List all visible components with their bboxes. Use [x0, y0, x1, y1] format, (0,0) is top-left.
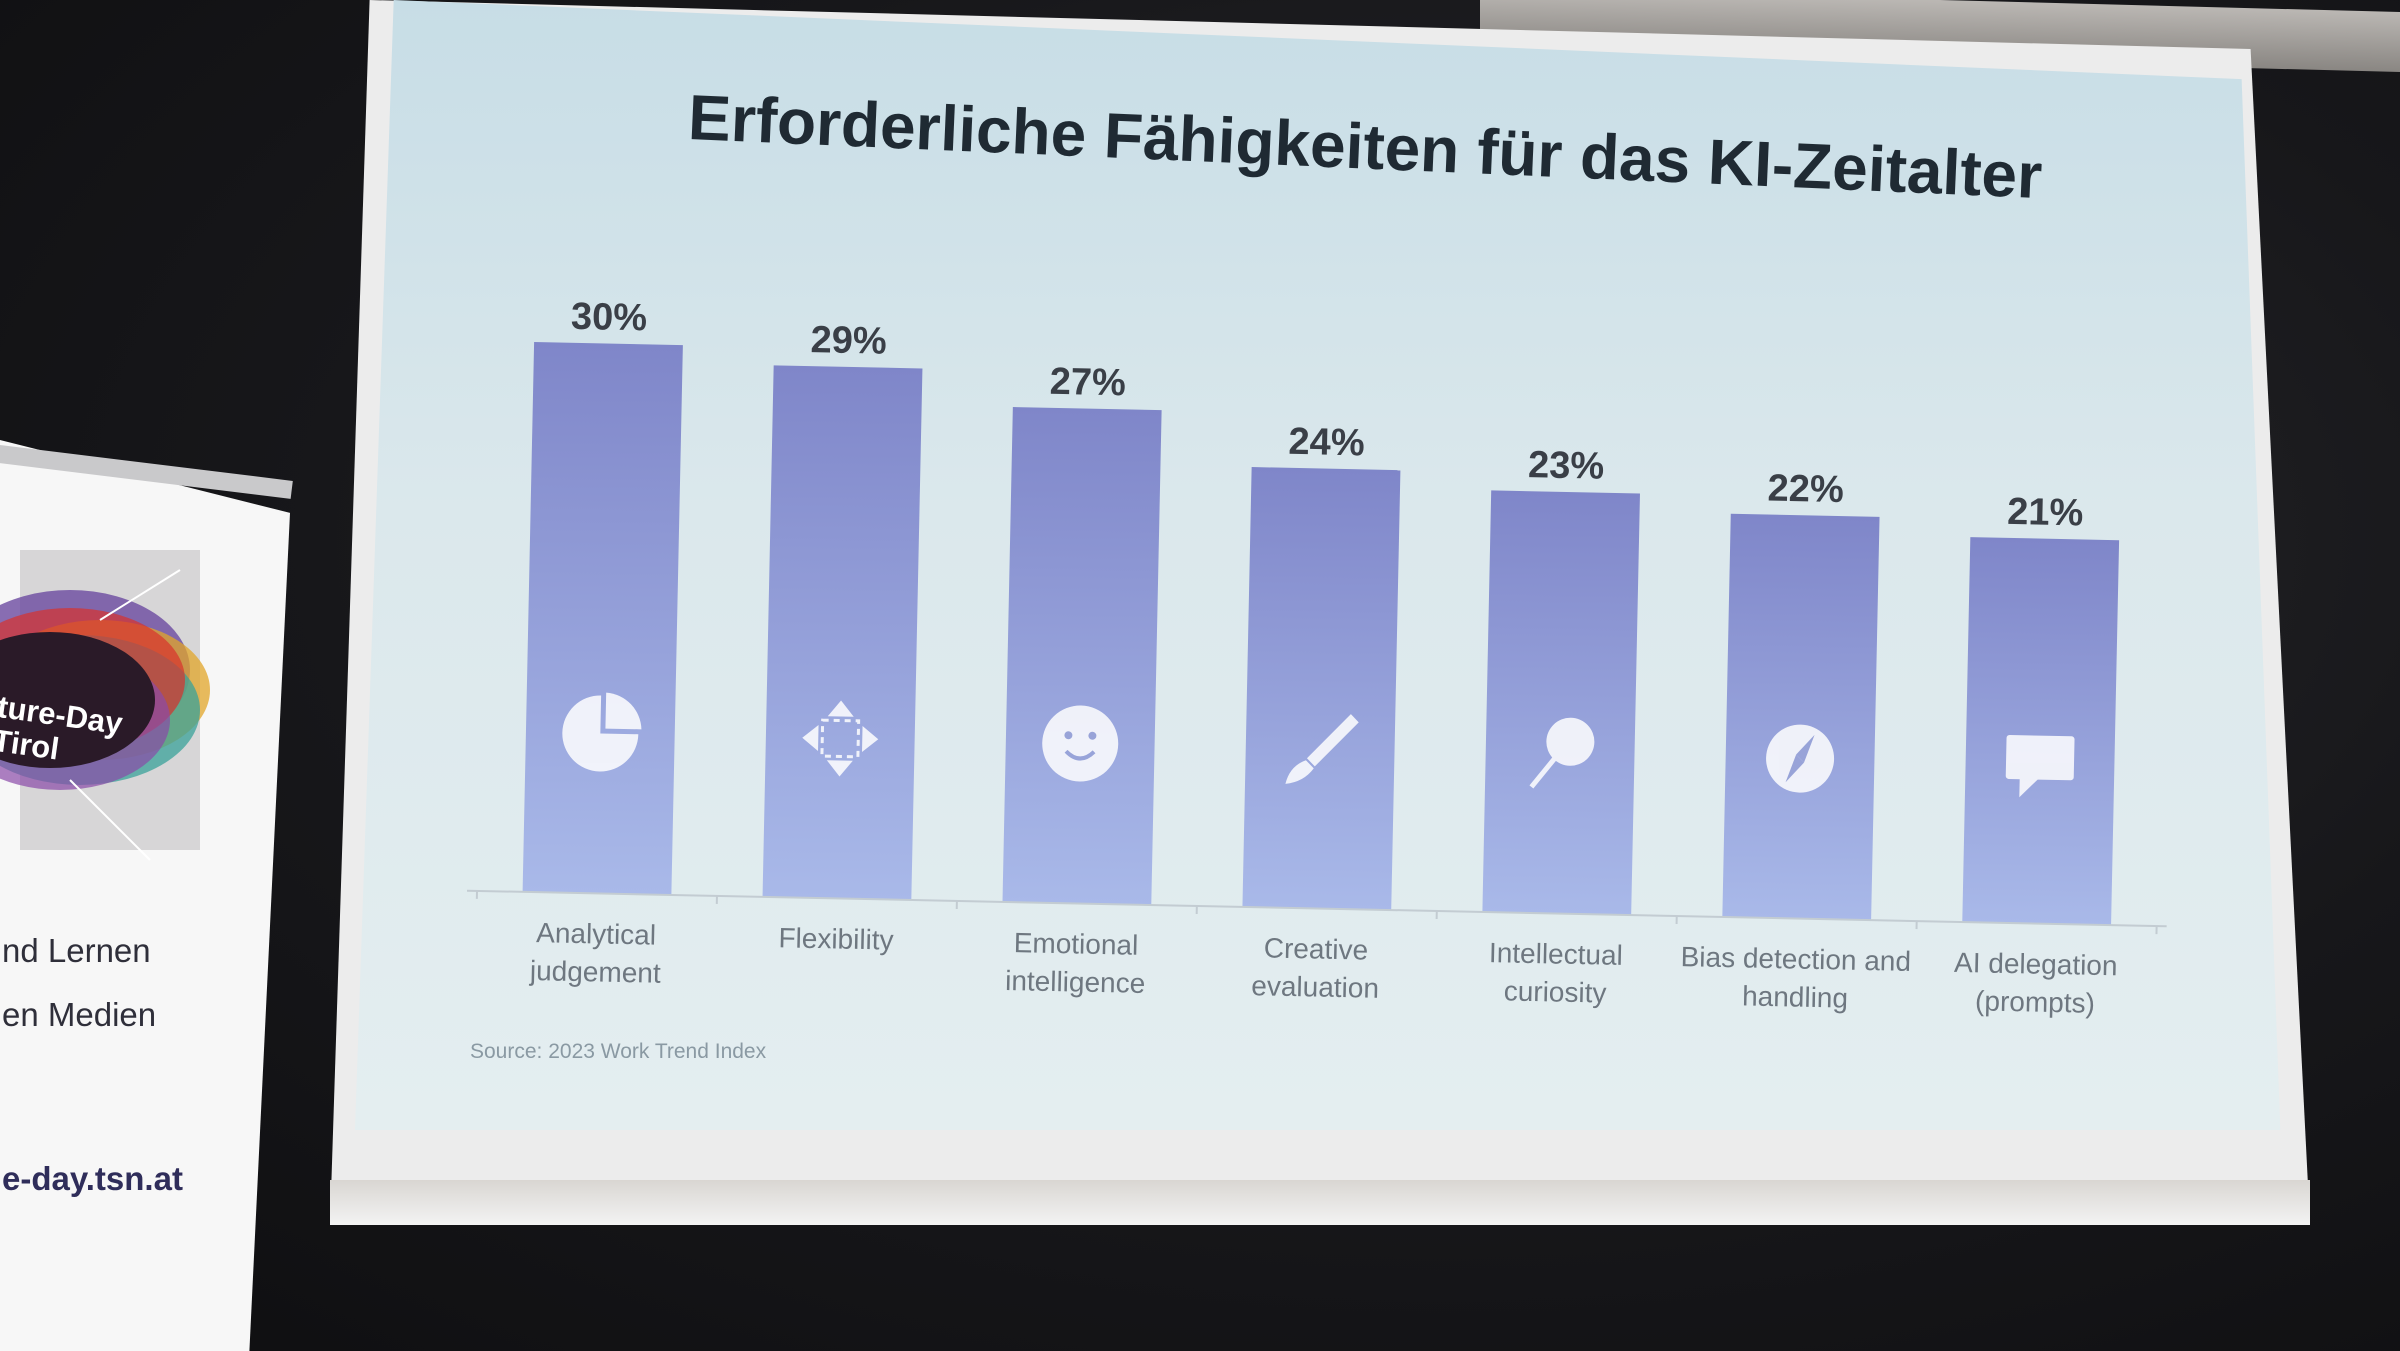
category-label: judgement [529, 955, 662, 989]
value-label: 23% [1528, 444, 1605, 488]
source-note: Source: 2023 Work Trend Index [470, 1040, 767, 1063]
bar [1722, 513, 1880, 921]
value-label: 29% [810, 319, 887, 363]
bar [762, 365, 923, 901]
bar-chart: 30% 29% 27% 24% 23% 22% 21% Analytical judgemen… [423, 270, 2220, 1127]
banner-text-line1: nd Lernen [2, 932, 151, 969]
bar [1242, 467, 1401, 911]
category-label: Intellectual [1489, 937, 1623, 971]
bar-chart-svg: 30% 29% 27% 24% 23% 22% 21% Analytical judgemen… [466, 296, 2167, 1019]
pin-icon [1529, 717, 1595, 789]
value-label: 21% [2007, 491, 2084, 535]
category-label: evaluation [1251, 970, 1379, 1004]
value-label: 24% [1288, 421, 1365, 465]
banner-url: e-day.tsn.at [2, 1160, 183, 1197]
x-axis-line [466, 889, 2167, 928]
icons-layer [562, 692, 2075, 798]
category-label: Creative [1264, 932, 1369, 965]
banner-text-line2: en Medien [2, 996, 157, 1033]
category-labels-layer: Analytical judgement Flexibility Emotional i… [529, 917, 2118, 1019]
value-label: 30% [571, 296, 648, 340]
paintbrush-icon [1285, 714, 1359, 784]
move-arrows-icon [802, 700, 879, 777]
bar [522, 341, 683, 895]
projection-screen-bottom-bar [330, 1180, 2310, 1225]
bar [1482, 490, 1640, 916]
bars-layer [522, 341, 2120, 926]
category-label: curiosity [1503, 975, 1606, 1008]
value-label: 22% [1767, 468, 1844, 512]
pie-chart-icon [562, 692, 642, 772]
value-labels-layer: 30% 29% 27% 24% 23% 22% 21% [571, 296, 2084, 535]
x-axis [466, 889, 2167, 935]
smiley-icon [1042, 705, 1119, 782]
speech-bubble-icon [2005, 734, 2075, 798]
category-label: handling [1742, 980, 1849, 1013]
bar [1002, 407, 1162, 906]
category-label: Emotional [1013, 927, 1138, 961]
future-day-logo [0, 550, 210, 861]
category-label: (prompts) [1975, 985, 2095, 1019]
bar [1962, 537, 2120, 926]
category-label: AI delegation [1954, 947, 2118, 981]
category-label: Flexibility [778, 922, 894, 955]
value-label: 27% [1049, 361, 1126, 405]
category-label: Analytical [536, 917, 656, 951]
compass-icon [1766, 724, 1835, 793]
category-label: Bias detection and [1680, 941, 1911, 977]
category-label: intelligence [1005, 965, 1146, 999]
